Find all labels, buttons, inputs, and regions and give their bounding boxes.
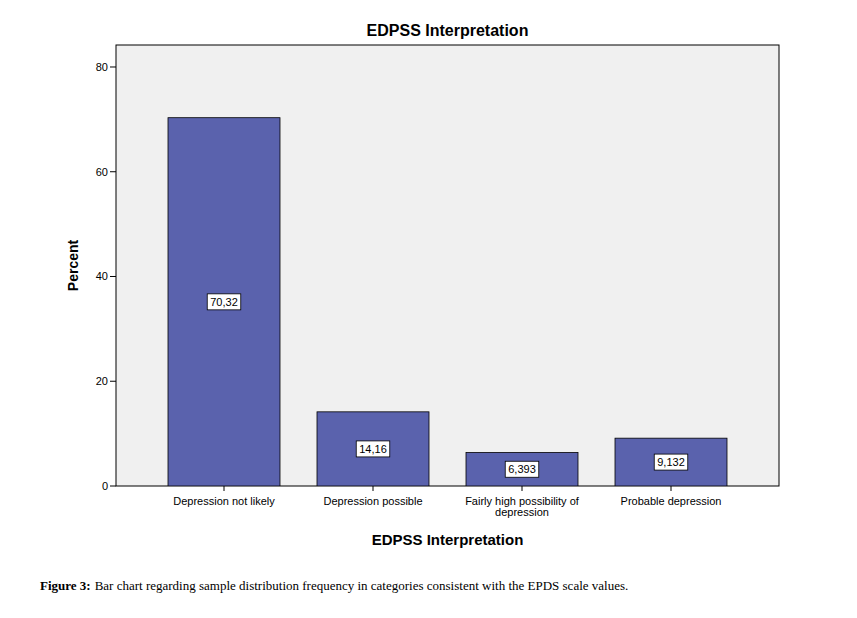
caption-text: Bar chart regarding sample distribution …	[95, 578, 629, 593]
data-labels: 70,32 14,16 6,393 9,132	[207, 294, 688, 477]
data-label-box	[505, 461, 539, 477]
caption-label: Figure 3:	[40, 578, 91, 593]
chart-root: EDPSS Interpretation 0 20 40 60 80 Percent 70,3…	[0, 0, 857, 618]
x-tick-label-line: Depression possible	[323, 495, 422, 507]
bar	[317, 412, 429, 486]
y-tick	[110, 381, 116, 382]
data-label: 14,16	[359, 443, 387, 455]
plot-frame	[116, 45, 779, 486]
bar	[466, 453, 578, 486]
y-axis-label: Percent	[65, 239, 81, 291]
data-label-box	[207, 294, 241, 310]
caption: Figure 3: Bar chart regarding sample dist…	[40, 578, 628, 593]
x-tick-label: Probable depression	[621, 495, 722, 507]
y-tick-label: 40	[96, 270, 108, 282]
data-label: 6,393	[508, 463, 536, 475]
y-tick	[110, 486, 116, 487]
y-tick	[110, 276, 116, 277]
x-tick-labels: Depression not likely Depression possible…	[173, 495, 721, 518]
x-tick-label: Fairly high possibility ofdepression	[465, 495, 580, 518]
y-tick-label: 80	[96, 61, 108, 73]
data-label: 70,32	[210, 296, 238, 308]
y-tick	[110, 171, 116, 172]
bar	[615, 438, 727, 486]
x-tick	[522, 486, 523, 491]
x-tick-label-line: depression	[495, 506, 549, 518]
y-tick-label: 0	[102, 480, 108, 492]
x-tick-label: Depression not likely	[173, 495, 275, 507]
y-tick	[110, 66, 116, 67]
title: EDPSS Interpretation	[367, 22, 529, 39]
x-tick	[224, 486, 225, 491]
x-tick-label: Depression possible	[323, 495, 422, 507]
x-axis-label: EDPSS Interpretation	[372, 531, 524, 548]
x-tick	[373, 486, 374, 491]
data-label: 9,132	[657, 456, 685, 468]
data-label-box	[356, 441, 390, 457]
y-tick-label: 20	[96, 375, 108, 387]
y-tick-label: 60	[96, 166, 108, 178]
x-tick-label-line: Depression not likely	[173, 495, 275, 507]
bars	[168, 118, 727, 486]
x-tick-label-line: Probable depression	[621, 495, 722, 507]
bar	[168, 118, 280, 486]
data-label-box	[654, 454, 688, 470]
x-tick	[671, 486, 672, 491]
